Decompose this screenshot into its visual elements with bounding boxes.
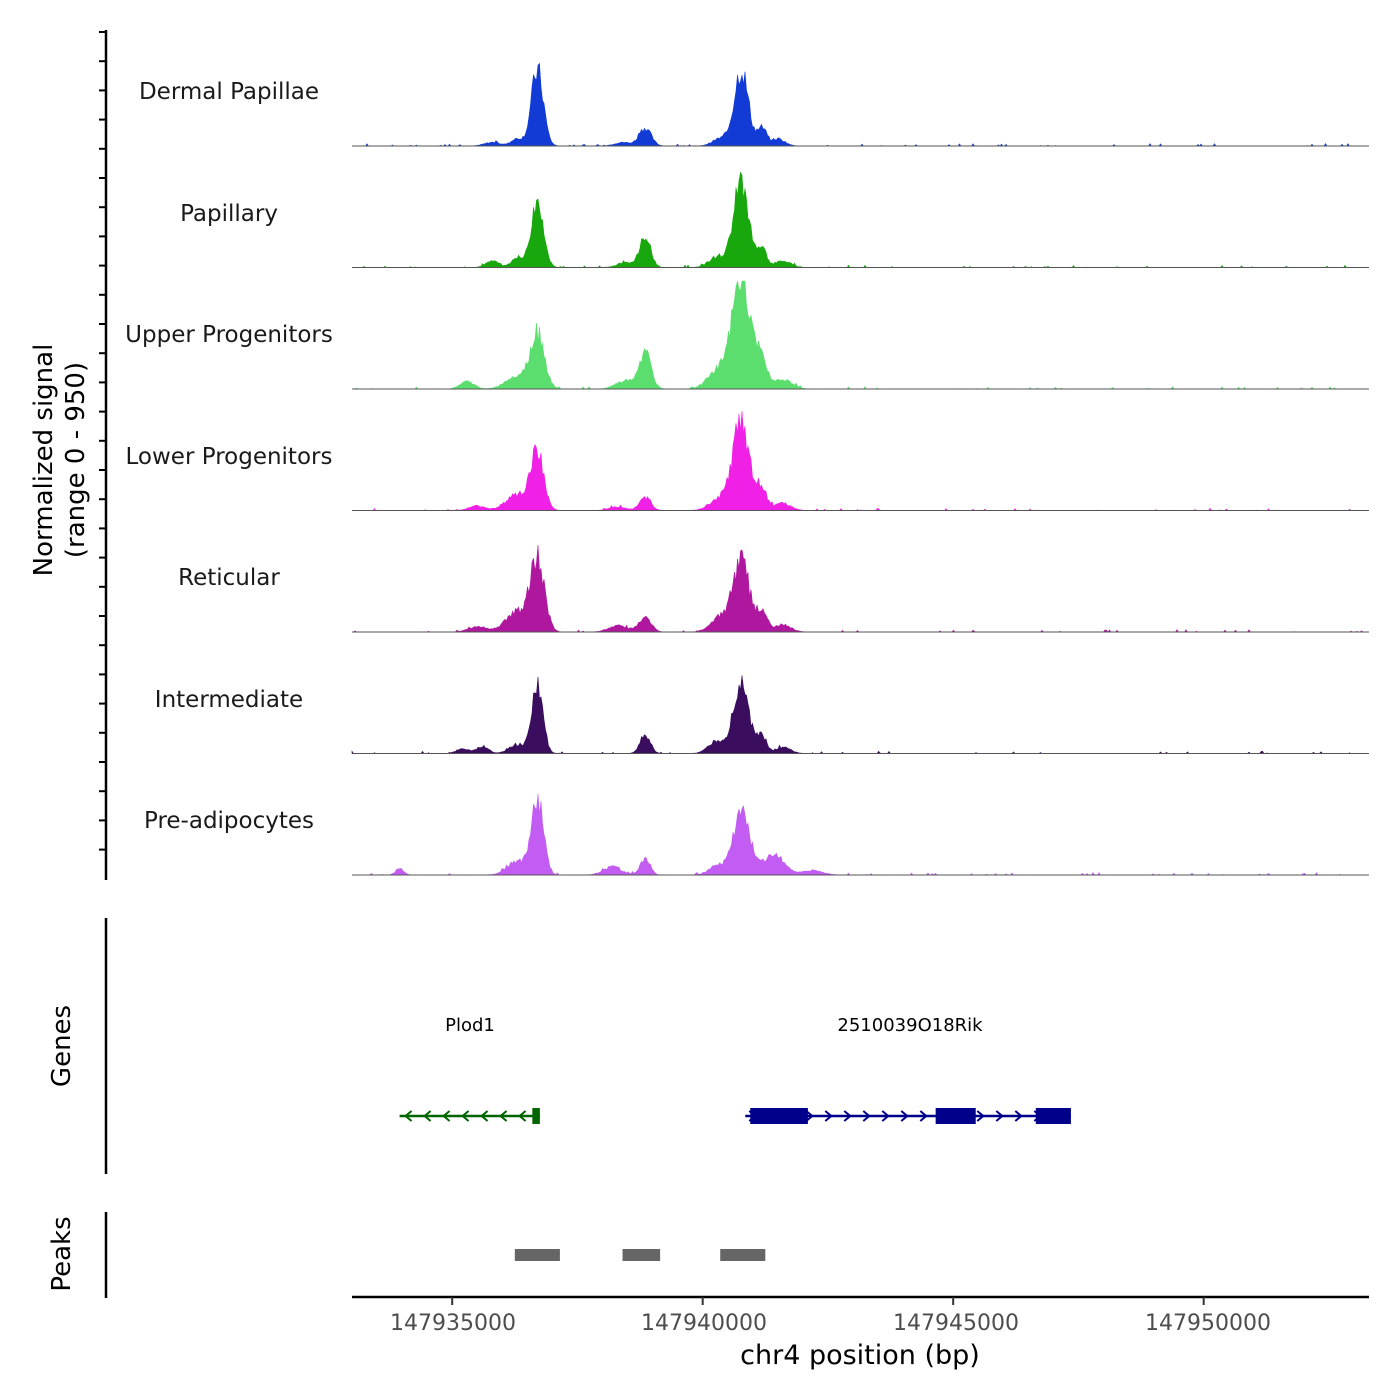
peak-region-block — [622, 1249, 661, 1261]
peak-region-block — [514, 1249, 560, 1261]
gene-label-2510039o18rik: 2510039O18Rik — [837, 1015, 983, 1036]
y-axis-title-line1: Normalized signal — [29, 344, 59, 577]
gene-exon — [750, 1108, 808, 1124]
coverage-track — [352, 171, 1369, 269]
coverage-area — [352, 545, 1369, 633]
strand-arrow — [518, 1110, 527, 1122]
x-axis-title: chr4 position (bp) — [740, 1340, 980, 1371]
gene-model — [745, 1108, 1071, 1124]
strand-arrow — [1014, 1110, 1023, 1122]
track-label: Reticular — [178, 565, 280, 591]
y-axis-ticks — [99, 31, 106, 851]
peak-regions — [514, 1249, 766, 1261]
strand-arrow — [805, 1110, 814, 1122]
strand-arrow — [900, 1110, 909, 1122]
track-label: Papillary — [180, 201, 278, 227]
strand-arrow — [499, 1110, 508, 1122]
strand-arrow — [843, 1110, 852, 1122]
coverage-track — [352, 794, 1369, 876]
track-labels: Dermal Papillae Papillary Upper Progenit… — [125, 79, 333, 834]
track-label: Intermediate — [155, 687, 303, 713]
strand-arrow — [442, 1110, 451, 1122]
genes-panel-label: Genes — [47, 1005, 77, 1087]
gene-label-plod1: Plod1 — [445, 1015, 495, 1036]
track-label: Lower Progenitors — [126, 444, 333, 470]
coverage-area — [352, 280, 1369, 390]
y-axis-title-line2: (range 0 - 950) — [61, 362, 91, 558]
track-label: Upper Progenitors — [125, 322, 333, 348]
strand-arrow — [995, 1110, 1004, 1122]
strand-arrow — [881, 1110, 890, 1122]
strand-arrow — [404, 1110, 413, 1122]
gene-models — [399, 1108, 1071, 1124]
strand-arrow — [423, 1110, 432, 1122]
strand-arrow — [824, 1110, 833, 1122]
coverage-track — [352, 545, 1369, 633]
coverage-track — [352, 411, 1369, 511]
x-axis-ticks — [451, 1297, 1205, 1305]
coverage-area — [352, 62, 1369, 147]
coverage-tracks — [351, 62, 1369, 876]
x-tick-label: 147940000 — [641, 1311, 767, 1336]
track-label: Pre-adipocytes — [144, 808, 314, 834]
coverage-track — [351, 675, 1369, 754]
x-tick-label: 147945000 — [893, 1311, 1019, 1336]
x-tick-label: 147935000 — [390, 1311, 516, 1336]
strand-arrow — [461, 1110, 470, 1122]
gene-model — [399, 1108, 540, 1124]
coverage-area — [352, 171, 1369, 269]
gene-exon — [532, 1108, 540, 1124]
coverage-area — [351, 675, 1369, 754]
strand-arrow — [976, 1110, 985, 1122]
peak-region-block — [720, 1249, 766, 1261]
strand-arrow — [919, 1110, 928, 1122]
strand-arrow — [480, 1110, 489, 1122]
peaks-panel-label: Peaks — [47, 1216, 77, 1291]
strand-arrow — [862, 1110, 871, 1122]
coverage-area — [352, 411, 1369, 511]
x-tick-label: 147950000 — [1145, 1311, 1271, 1336]
track-label: Dermal Papillae — [139, 79, 319, 105]
gene-exon — [1035, 1108, 1071, 1124]
coverage-area — [352, 794, 1369, 876]
coverage-track — [352, 280, 1369, 390]
coverage-track — [352, 62, 1369, 147]
gene-exon — [935, 1108, 976, 1124]
